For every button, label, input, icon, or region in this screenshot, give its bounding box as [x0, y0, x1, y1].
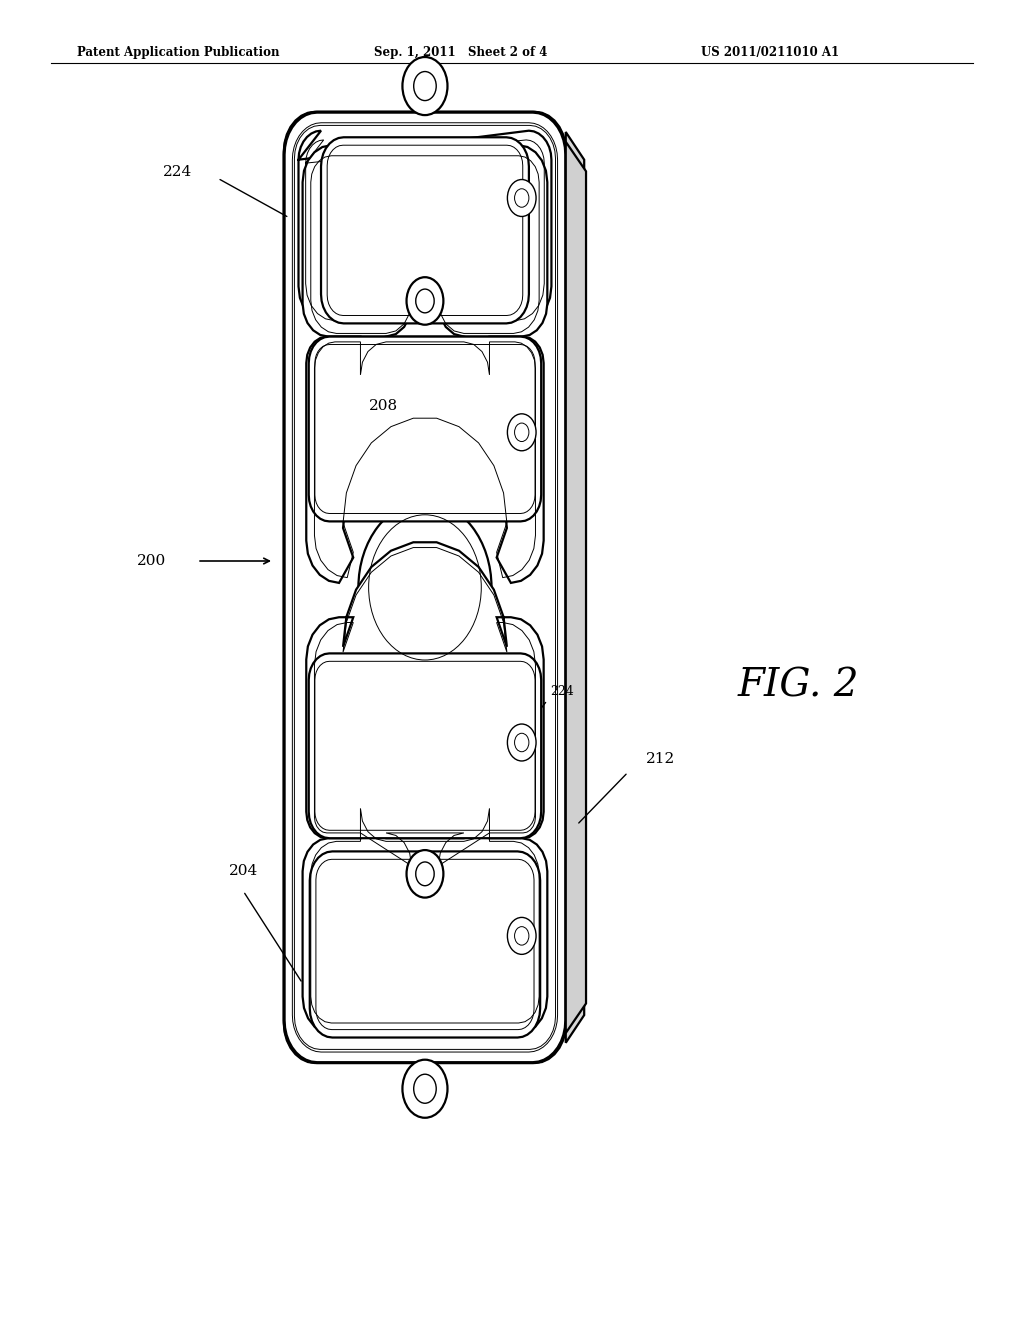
- Text: 200: 200: [137, 554, 166, 568]
- Circle shape: [514, 422, 528, 441]
- Circle shape: [407, 850, 443, 898]
- Text: Patent Application Publication: Patent Application Publication: [77, 46, 280, 59]
- Polygon shape: [306, 337, 544, 583]
- Circle shape: [414, 1074, 436, 1104]
- Text: 212: 212: [646, 752, 675, 766]
- Circle shape: [507, 413, 537, 450]
- Text: US 2011/0211010 A1: US 2011/0211010 A1: [701, 46, 840, 59]
- Text: 204: 204: [228, 863, 258, 878]
- Polygon shape: [303, 805, 547, 1034]
- Circle shape: [507, 180, 537, 216]
- Text: 220: 220: [424, 714, 447, 726]
- Circle shape: [358, 502, 492, 673]
- Circle shape: [402, 1060, 447, 1118]
- Circle shape: [414, 71, 436, 100]
- Circle shape: [402, 57, 447, 115]
- Polygon shape: [309, 337, 541, 521]
- Polygon shape: [303, 145, 547, 337]
- Circle shape: [407, 277, 443, 325]
- Text: 208: 208: [370, 399, 398, 413]
- Circle shape: [514, 189, 528, 207]
- Text: 224: 224: [163, 165, 191, 178]
- Circle shape: [416, 289, 434, 313]
- Text: FIG. 2: FIG. 2: [737, 668, 859, 705]
- Polygon shape: [565, 132, 584, 1043]
- Circle shape: [507, 917, 537, 954]
- Polygon shape: [284, 112, 565, 1063]
- Polygon shape: [309, 851, 541, 1038]
- Circle shape: [507, 723, 537, 760]
- Polygon shape: [565, 141, 586, 1034]
- Polygon shape: [299, 131, 551, 323]
- Polygon shape: [306, 543, 544, 871]
- Circle shape: [416, 862, 434, 886]
- Polygon shape: [322, 137, 528, 323]
- Polygon shape: [309, 653, 541, 838]
- Polygon shape: [284, 112, 565, 1063]
- Text: 216: 216: [421, 693, 444, 705]
- Text: 224: 224: [551, 685, 574, 697]
- Text: Sep. 1, 2011   Sheet 2 of 4: Sep. 1, 2011 Sheet 2 of 4: [374, 46, 547, 59]
- Circle shape: [514, 927, 528, 945]
- Circle shape: [514, 734, 528, 752]
